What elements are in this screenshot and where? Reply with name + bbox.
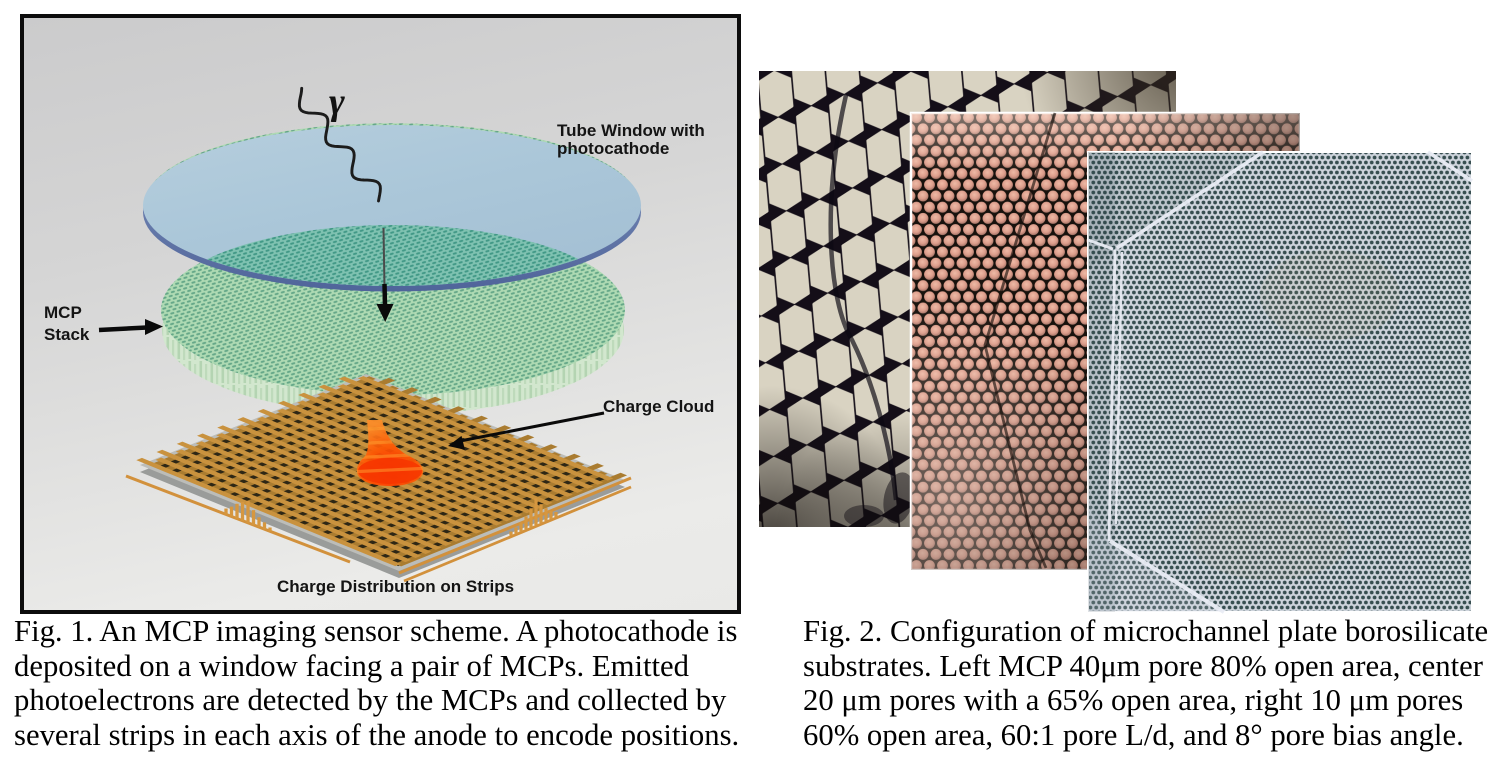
svg-text:MCP: MCP xyxy=(44,303,82,322)
svg-text:Charge Cloud: Charge Cloud xyxy=(603,397,714,416)
svg-text:γ: γ xyxy=(329,81,345,123)
svg-text:photocathode: photocathode xyxy=(557,139,669,158)
svg-text:Charge Distribution on Strips: Charge Distribution on Strips xyxy=(277,577,514,596)
svg-text:Tube Window with: Tube Window with xyxy=(557,121,705,140)
svg-text:Stack: Stack xyxy=(44,325,90,344)
